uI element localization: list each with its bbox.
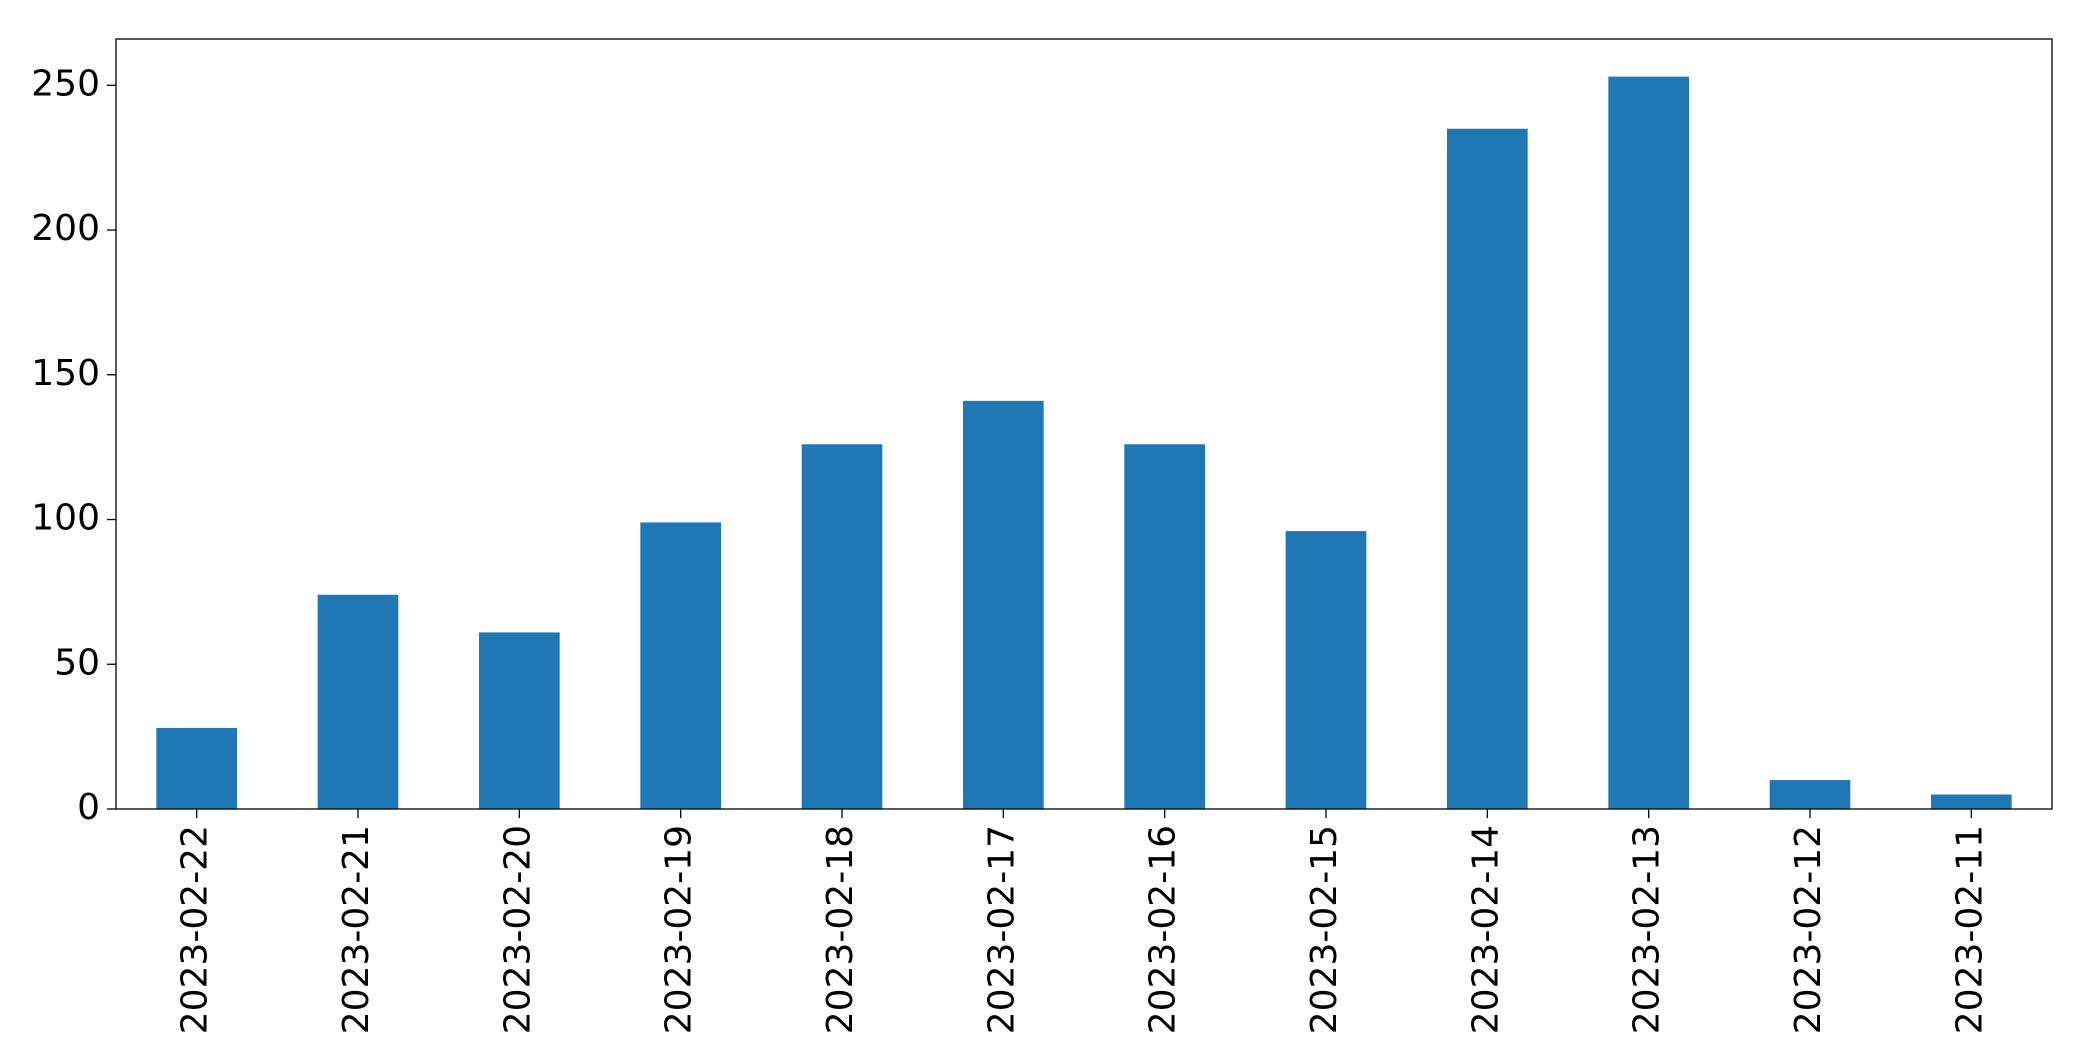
y-tick-label: 50 xyxy=(54,642,100,683)
bar xyxy=(317,594,399,809)
bar xyxy=(1447,128,1528,810)
x-tick-label: 2023-02-12 xyxy=(1788,825,1829,1034)
y-tick-label: 250 xyxy=(31,63,100,104)
x-tick-label: 2023-02-16 xyxy=(1143,825,1184,1034)
bar xyxy=(1608,76,1689,809)
y-tick-label: 100 xyxy=(31,498,100,539)
bar xyxy=(1124,444,1205,809)
bar xyxy=(1285,531,1367,809)
bar xyxy=(156,727,237,809)
y-tick-label: 0 xyxy=(77,787,100,828)
x-tick-label: 2023-02-22 xyxy=(175,825,216,1034)
x-tick-label: 2023-02-13 xyxy=(1627,825,1668,1034)
x-tick-label: 2023-02-19 xyxy=(659,825,700,1034)
x-tick-label: 2023-02-17 xyxy=(981,825,1022,1034)
x-tick-label: 2023-02-15 xyxy=(1304,825,1345,1034)
x-tick-label: 2023-02-20 xyxy=(497,825,538,1034)
x-tick-label: 2023-02-18 xyxy=(820,825,861,1034)
x-tick-label: 2023-02-11 xyxy=(1949,825,1990,1034)
y-tick-label: 150 xyxy=(31,353,100,394)
x-tick-label: 2023-02-21 xyxy=(336,825,377,1034)
bar xyxy=(801,444,883,809)
x-tick-label: 2023-02-14 xyxy=(1465,825,1506,1034)
bar xyxy=(640,522,721,809)
bar xyxy=(1769,780,1851,809)
bar xyxy=(963,400,1044,809)
bar xyxy=(479,632,560,809)
y-tick-label: 200 xyxy=(31,208,100,249)
bar xyxy=(1931,794,2012,809)
plot-frame xyxy=(115,38,2053,810)
